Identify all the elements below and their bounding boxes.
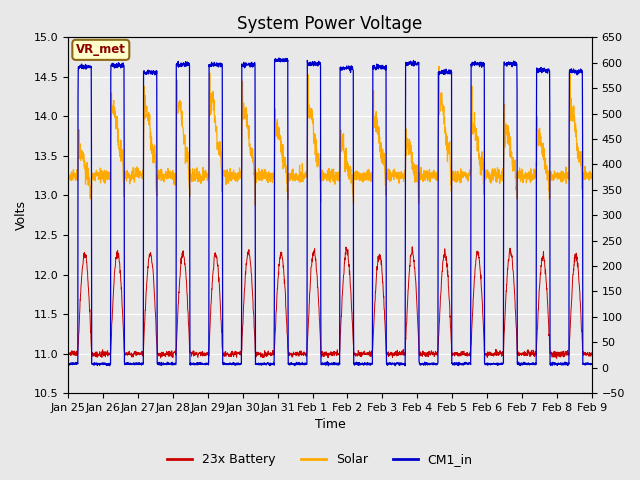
23x Battery [116, 268, 124, 274]
Solar [588, 171, 596, 177]
Solar [581, 171, 589, 177]
CM1_in [116, 63, 124, 69]
CM1_in [230, 361, 237, 367]
23x Battery [553, 356, 561, 361]
Legend: 23x Battery, Solar, CM1_in: 23x Battery, Solar, CM1_in [163, 448, 477, 471]
Line: Solar: Solar [68, 66, 592, 205]
23x Battery [361, 352, 369, 358]
Title: System Power Voltage: System Power Voltage [237, 15, 422, 33]
23x Battery [408, 244, 416, 250]
Solar [230, 174, 237, 180]
Bar [68, 77, 592, 156]
CM1_in [64, 362, 72, 368]
23x Battery [488, 350, 495, 356]
23x Battery [588, 350, 596, 356]
Text: VR_met: VR_met [76, 43, 126, 56]
CM1_in [518, 362, 525, 368]
CM1_in [275, 55, 283, 61]
Line: 23x Battery: 23x Battery [68, 247, 592, 359]
Solar [116, 145, 124, 151]
Solar [252, 203, 259, 208]
Y-axis label: Volts: Volts [15, 200, 28, 230]
CM1_in [488, 361, 495, 367]
X-axis label: Time: Time [315, 419, 346, 432]
CM1_in [581, 361, 589, 367]
23x Battery [230, 352, 237, 358]
CM1_in [362, 360, 369, 366]
23x Battery [517, 350, 525, 356]
Solar [435, 63, 443, 69]
Line: CM1_in: CM1_in [68, 58, 592, 366]
Solar [518, 174, 525, 180]
CM1_in [106, 363, 113, 369]
CM1_in [588, 361, 596, 367]
23x Battery [64, 352, 72, 358]
Solar [488, 168, 495, 174]
23x Battery [581, 351, 589, 357]
Solar [362, 175, 369, 180]
Solar [64, 177, 72, 183]
